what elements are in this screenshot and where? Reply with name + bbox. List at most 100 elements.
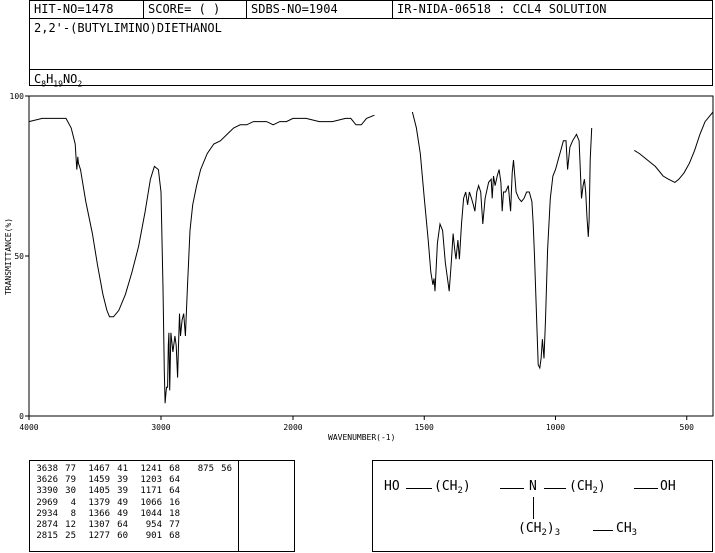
peak-row: 901 68 bbox=[138, 531, 180, 542]
structure-diagram: HO (CH2) N (CH2) OH (CH2)3 CH3 bbox=[372, 460, 713, 552]
spectrum-header: HIT-NO=1478 SCORE= ( ) SDBS-NO=1904 IR-N… bbox=[29, 0, 713, 88]
peak-row: 1277 60 bbox=[86, 531, 128, 542]
peak-row: 1405 39 bbox=[86, 486, 128, 497]
peak-transmittance: 68 bbox=[169, 464, 180, 474]
x-tick-label: 4000 bbox=[19, 423, 38, 432]
bond bbox=[533, 497, 534, 519]
peak-wavenumber: 1379 bbox=[88, 497, 110, 508]
peak-wavenumber: 1066 bbox=[140, 497, 162, 508]
peak-wavenumber: 1171 bbox=[140, 486, 162, 497]
bond bbox=[593, 530, 613, 531]
ir-identifier: IR-NIDA-06518 : CCL4 SOLUTION bbox=[397, 2, 607, 16]
x-tick-label: 1500 bbox=[415, 423, 434, 432]
peak-row: 954 77 bbox=[138, 520, 180, 531]
bond bbox=[500, 488, 524, 489]
formula-divider bbox=[30, 69, 712, 70]
x-tick-label: 500 bbox=[680, 423, 695, 432]
spectrum-curve bbox=[28, 111, 714, 404]
peak-transmittance: 8 bbox=[70, 508, 76, 519]
y-axis-label: TRANSMITTANCE(%) bbox=[4, 217, 14, 296]
peak-wavenumber: 901 bbox=[145, 531, 162, 542]
peak-wavenumber: 2969 bbox=[36, 497, 58, 508]
peak-row: 1459 39 bbox=[86, 475, 128, 486]
peak-wavenumber: 2874 bbox=[36, 520, 58, 531]
peak-row: 1467 41 bbox=[86, 464, 128, 475]
peak-row: 1307 64 bbox=[86, 520, 128, 531]
peak-row: 1171 64 bbox=[138, 486, 180, 497]
peak-transmittance: 64 bbox=[169, 475, 180, 486]
peak-wavenumber: 954 bbox=[145, 520, 162, 531]
peak-row: 3638 77 bbox=[34, 464, 76, 475]
peak-row: 1044 18 bbox=[138, 509, 180, 520]
peak-transmittance: 77 bbox=[65, 464, 76, 474]
peak-wavenumber: 875 bbox=[197, 464, 214, 474]
peak-transmittance: 64 bbox=[117, 520, 128, 531]
peak-row: 1366 49 bbox=[86, 509, 128, 520]
spectrum-segment-3 bbox=[634, 111, 714, 183]
peak-transmittance: 77 bbox=[169, 520, 180, 531]
x-tick-label: 2000 bbox=[283, 423, 302, 432]
peak-column: 1241 68 1203 64 1171 64 1066 16 1044 18 954 77 901 68 bbox=[138, 464, 180, 542]
header-divider bbox=[30, 18, 712, 19]
peak-transmittance: 25 bbox=[65, 531, 76, 542]
peak-row: 3626 79 bbox=[34, 475, 76, 486]
peak-transmittance: 60 bbox=[117, 531, 128, 542]
peak-transmittance: 56 bbox=[221, 464, 232, 474]
sdbs-number: SDBS-NO=1904 bbox=[247, 1, 393, 18]
peak-transmittance: 12 bbox=[65, 520, 76, 531]
peak-transmittance: 4 bbox=[70, 497, 76, 508]
peak-transmittance: 49 bbox=[117, 508, 128, 519]
peak-wavenumber: 3626 bbox=[36, 475, 58, 486]
spectrum-segment-2 bbox=[411, 111, 593, 370]
peak-transmittance: 39 bbox=[117, 486, 128, 497]
methylene-group-right: (CH2) bbox=[569, 479, 606, 496]
peak-transmittance: 41 bbox=[117, 464, 128, 474]
peak-wavenumber: 2815 bbox=[36, 531, 58, 542]
peak-transmittance: 68 bbox=[169, 531, 180, 542]
spectrum-segment-1 bbox=[28, 114, 375, 404]
compound-name: 2,2'-(BUTYLIMINO)DIETHANOL bbox=[34, 21, 222, 35]
peak-transmittance: 64 bbox=[169, 486, 180, 497]
peak-row: 1066 16 bbox=[138, 498, 180, 509]
peak-row: 1379 49 bbox=[86, 498, 128, 509]
x-axis-label: WAVENUMBER(-1) bbox=[328, 433, 396, 442]
y-tick-label: 100 bbox=[10, 92, 25, 101]
peak-transmittance: 49 bbox=[117, 497, 128, 508]
axis-ticks: 4000 3000 2000 1500 1000 500 0 50 100 bbox=[10, 92, 695, 432]
peak-row: 2934 8 bbox=[34, 509, 76, 520]
methylene-group-left: (CH2) bbox=[434, 479, 471, 496]
y-tick-label: 50 bbox=[14, 252, 24, 261]
peak-transmittance: 30 bbox=[65, 486, 76, 497]
peak-row: 1203 64 bbox=[138, 475, 180, 486]
peak-wavenumber: 1307 bbox=[88, 520, 110, 531]
x-tick-label: 1000 bbox=[546, 423, 565, 432]
nitrogen-atom: N bbox=[529, 479, 537, 494]
peak-row: 2815 25 bbox=[34, 531, 76, 542]
hydroxyl-left: HO bbox=[384, 479, 400, 494]
hydroxyl-right: OH bbox=[660, 479, 676, 494]
peak-wavenumber: 1405 bbox=[88, 486, 110, 497]
peak-wavenumber: 2934 bbox=[36, 508, 58, 519]
plot-frame bbox=[28, 95, 714, 417]
peak-table-divider bbox=[238, 461, 239, 551]
hit-number: HIT-NO=1478 bbox=[30, 1, 144, 18]
score-field: SCORE= ( ) bbox=[144, 1, 247, 18]
peak-row: 2969 4 bbox=[34, 498, 76, 509]
x-tick-label: 3000 bbox=[151, 423, 170, 432]
peak-wavenumber: 3638 bbox=[36, 464, 58, 474]
peak-column: 875 56 bbox=[190, 464, 232, 475]
peak-wavenumber: 1459 bbox=[88, 475, 110, 486]
peak-wavenumber: 1277 bbox=[88, 531, 110, 542]
butyl-chain: (CH2)3 bbox=[518, 521, 561, 538]
peak-wavenumber: 1203 bbox=[140, 475, 162, 486]
peak-column: 3638 77 3626 79 3390 30 2969 4 2934 8 2874 12 2815 25 bbox=[34, 464, 76, 542]
peak-row: 2874 12 bbox=[34, 520, 76, 531]
bond bbox=[634, 488, 658, 489]
peak-row: 3390 30 bbox=[34, 486, 76, 497]
peak-wavenumber: 1366 bbox=[88, 508, 110, 519]
peak-transmittance: 16 bbox=[169, 497, 180, 508]
peak-wavenumber: 1044 bbox=[140, 508, 162, 519]
bond bbox=[544, 488, 566, 489]
peak-column: 1467 41 1459 39 1405 39 1379 49 1366 49 1307 64 1277… bbox=[86, 464, 128, 542]
peak-wavenumber: 1241 bbox=[140, 464, 162, 474]
